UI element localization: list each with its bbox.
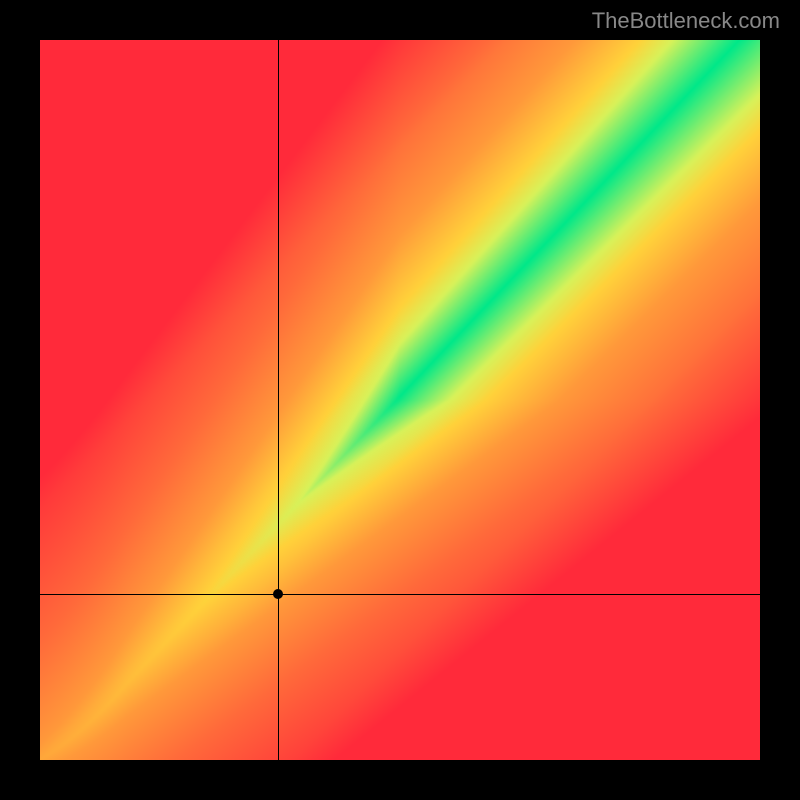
crosshair-marker — [273, 589, 283, 599]
heatmap-canvas — [40, 40, 760, 760]
crosshair-horizontal — [40, 594, 760, 595]
crosshair-vertical — [278, 40, 279, 760]
plot-area — [40, 40, 760, 760]
watermark-text: TheBottleneck.com — [592, 8, 780, 34]
